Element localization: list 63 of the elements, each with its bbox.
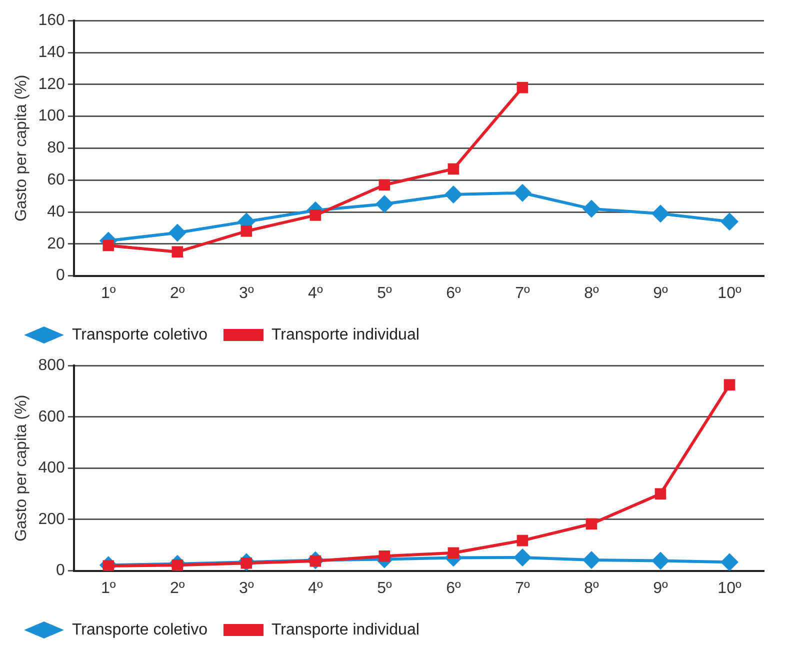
point <box>654 488 666 500</box>
legend-label: Transporte coletivo <box>72 621 208 638</box>
point <box>720 553 738 571</box>
point <box>724 379 736 390</box>
x-tick-label: 8º <box>584 580 599 597</box>
point <box>513 184 532 202</box>
y-tick-label: 0 <box>56 267 65 284</box>
x-tick-label: 5º <box>377 580 392 597</box>
x-tick-label: 9º <box>653 580 668 597</box>
point <box>720 212 738 231</box>
point <box>582 200 600 218</box>
point <box>168 224 186 242</box>
y-tick-label: 160 <box>38 12 65 30</box>
x-tick-label: 10º <box>718 580 742 597</box>
point <box>375 195 394 214</box>
x-tick-label: 7º <box>515 580 530 597</box>
x-tick-label: 10º <box>718 284 742 302</box>
legend-label: Transporte individual <box>271 621 420 638</box>
x-tick-label: 1º <box>101 284 116 302</box>
y-axis-title: Gasto per capita (%) <box>13 394 30 542</box>
y-tick-label: 60 <box>47 172 65 189</box>
y-tick-label: 80 <box>47 140 65 157</box>
y-tick-label: 600 <box>38 408 65 426</box>
point <box>378 179 390 191</box>
point <box>516 82 528 94</box>
y-tick-label: 200 <box>38 510 65 528</box>
point <box>651 204 670 223</box>
point <box>444 185 462 204</box>
point <box>310 210 322 221</box>
x-tick-label: 1º <box>101 580 116 597</box>
point <box>651 552 670 570</box>
y-tick-label: 100 <box>38 108 65 125</box>
x-tick-label: 2º <box>170 580 185 597</box>
y-tick-label: 400 <box>38 460 65 477</box>
y-tick-label: 20 <box>47 235 65 252</box>
x-tick-label: 3º <box>239 580 254 597</box>
legend-label: Transporte individual <box>271 326 420 344</box>
point <box>448 163 460 175</box>
point <box>513 548 532 566</box>
x-tick-label: 7º <box>515 284 530 302</box>
y-tick-label: 140 <box>38 44 65 61</box>
point <box>240 225 252 237</box>
x-tick-label: 5º <box>377 284 392 302</box>
x-tick-label: 8º <box>584 284 599 302</box>
x-tick-label: 6º <box>446 284 461 302</box>
point <box>516 534 528 546</box>
point <box>586 518 598 530</box>
legend-label: Transporte coletivo <box>72 326 208 344</box>
y-tick-label: 40 <box>47 203 65 220</box>
y-tick-label: 0 <box>56 562 65 580</box>
x-tick-label: 4º <box>308 284 323 302</box>
x-tick-label: 6º <box>446 580 461 597</box>
point <box>102 240 114 252</box>
y-tick-label: 800 <box>38 357 65 374</box>
point <box>582 551 600 570</box>
point <box>172 246 184 258</box>
x-tick-label: 3º <box>239 284 254 302</box>
x-tick-label: 2º <box>170 284 185 302</box>
x-tick-label: 9º <box>653 284 668 302</box>
x-tick-label: 4º <box>308 580 323 597</box>
point <box>448 547 460 558</box>
y-tick-label: 120 <box>38 76 65 93</box>
y-axis-title: Gasto per capita (%) <box>13 74 30 222</box>
